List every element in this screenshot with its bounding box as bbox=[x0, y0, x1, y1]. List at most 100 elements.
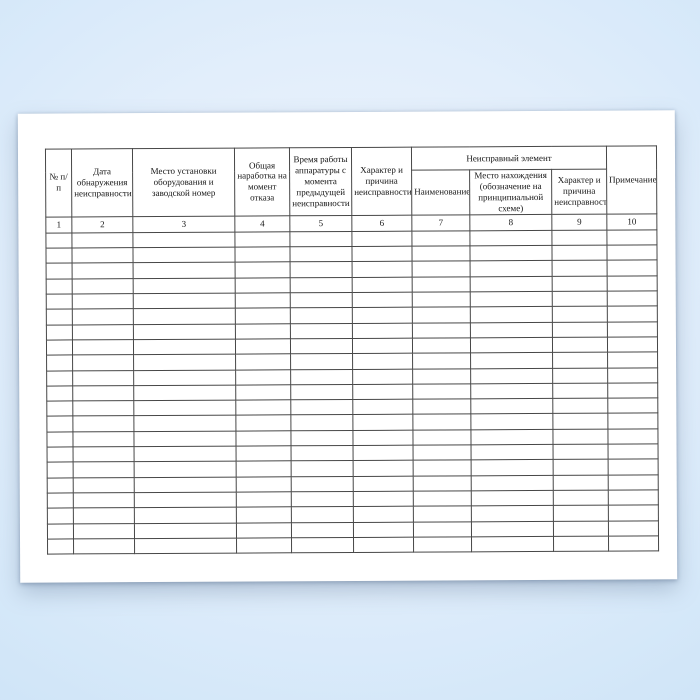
empty-cell bbox=[73, 461, 135, 478]
empty-cell bbox=[46, 294, 73, 310]
empty-cell bbox=[235, 292, 291, 309]
column-number-cell: 6 bbox=[351, 215, 412, 232]
header-col-total-operating-time: Общая наработка на момент отказа bbox=[234, 147, 290, 216]
empty-cell bbox=[470, 306, 553, 323]
empty-cell bbox=[552, 260, 608, 277]
empty-cell bbox=[291, 460, 354, 477]
empty-cell bbox=[413, 536, 472, 553]
empty-cell bbox=[133, 400, 236, 417]
header-col-note: Примечание bbox=[606, 145, 657, 215]
empty-cell bbox=[46, 355, 73, 371]
empty-cell bbox=[607, 352, 658, 368]
header-col-element-location: Место нахождения (обозначение на принцип… bbox=[469, 169, 552, 215]
empty-cell bbox=[412, 261, 471, 277]
empty-cell bbox=[291, 491, 354, 508]
empty-cell bbox=[353, 506, 414, 522]
header-col-date-found: Дата обнаружения неисправности bbox=[71, 148, 133, 217]
empty-cell bbox=[469, 245, 553, 262]
empty-cell bbox=[46, 339, 73, 356]
empty-cell bbox=[353, 445, 414, 461]
empty-cell bbox=[552, 352, 608, 368]
empty-cell bbox=[411, 246, 471, 262]
fault-log-table: № п/п Дата обнаружения неисправности Мес… bbox=[44, 145, 660, 555]
empty-cell bbox=[607, 306, 658, 322]
header-col-element-nature-cause: Характер и причина неисправности bbox=[551, 169, 607, 215]
empty-cell bbox=[46, 324, 73, 341]
empty-cell bbox=[290, 399, 353, 416]
empty-cell bbox=[352, 414, 413, 431]
empty-cell bbox=[47, 538, 74, 555]
empty-cell bbox=[413, 460, 472, 476]
empty-cell bbox=[353, 475, 414, 492]
empty-cell bbox=[73, 523, 135, 539]
header-col-time-since-previous: Время работы аппаратуры с момента предыд… bbox=[289, 147, 352, 216]
empty-cell bbox=[290, 338, 353, 355]
empty-cell bbox=[47, 523, 74, 539]
empty-cell bbox=[353, 521, 414, 538]
empty-cell bbox=[552, 291, 608, 307]
empty-cell bbox=[290, 261, 353, 278]
empty-cell bbox=[552, 428, 609, 445]
column-number-cell: 10 bbox=[606, 213, 657, 231]
empty-cell bbox=[608, 489, 659, 506]
empty-cell bbox=[471, 475, 554, 491]
empty-cell bbox=[235, 308, 291, 324]
empty-cell bbox=[235, 277, 291, 294]
empty-cell bbox=[134, 537, 237, 554]
empty-cell bbox=[46, 263, 73, 279]
empty-cell bbox=[235, 262, 291, 278]
empty-cell bbox=[47, 477, 74, 493]
empty-cell bbox=[352, 399, 413, 415]
empty-cell bbox=[73, 446, 135, 463]
column-number-cell: 2 bbox=[71, 216, 133, 233]
empty-cell bbox=[471, 459, 554, 476]
empty-cell bbox=[236, 461, 292, 477]
empty-cell bbox=[289, 231, 352, 247]
empty-cell bbox=[606, 245, 658, 261]
empty-cell bbox=[608, 459, 659, 475]
empty-cell bbox=[412, 291, 471, 308]
empty-cell bbox=[607, 260, 658, 276]
empty-cell bbox=[133, 369, 236, 386]
empty-cell bbox=[72, 278, 134, 295]
empty-cell bbox=[470, 352, 553, 369]
empty-cell bbox=[352, 276, 413, 293]
column-number-cell: 7 bbox=[411, 214, 470, 232]
empty-cell bbox=[470, 291, 553, 308]
empty-cell bbox=[353, 460, 414, 477]
empty-cell bbox=[72, 431, 135, 447]
empty-cell bbox=[290, 414, 353, 431]
empty-cell bbox=[45, 248, 73, 264]
empty-cell bbox=[133, 415, 236, 432]
empty-cell bbox=[235, 399, 291, 416]
header-col-nature-cause: Характер и причина неисправности bbox=[351, 147, 412, 216]
empty-cell bbox=[353, 536, 414, 553]
empty-cell bbox=[412, 307, 471, 323]
empty-cell bbox=[413, 521, 472, 537]
empty-cell bbox=[290, 384, 353, 400]
empty-cell bbox=[471, 490, 554, 507]
empty-cell bbox=[235, 415, 291, 431]
empty-cell bbox=[290, 307, 353, 324]
empty-cell bbox=[73, 507, 135, 524]
empty-cell bbox=[235, 323, 291, 340]
empty-cell bbox=[290, 292, 353, 309]
empty-cell bbox=[236, 522, 292, 538]
column-number-cell: 3 bbox=[132, 215, 235, 233]
empty-cell bbox=[352, 322, 413, 339]
empty-cell bbox=[553, 520, 609, 537]
empty-cell bbox=[234, 231, 290, 248]
empty-cell bbox=[352, 368, 413, 385]
empty-cell bbox=[352, 261, 413, 278]
empty-cell bbox=[353, 491, 414, 507]
empty-cell bbox=[134, 476, 237, 493]
empty-cell bbox=[412, 353, 471, 369]
empty-cell bbox=[290, 369, 353, 385]
empty-cell bbox=[412, 383, 471, 400]
empty-cell bbox=[607, 336, 658, 353]
empty-cell bbox=[73, 477, 135, 493]
empty-cell bbox=[352, 338, 413, 354]
empty-cell bbox=[72, 354, 134, 371]
empty-cell bbox=[551, 230, 607, 246]
empty-cell bbox=[607, 290, 658, 307]
